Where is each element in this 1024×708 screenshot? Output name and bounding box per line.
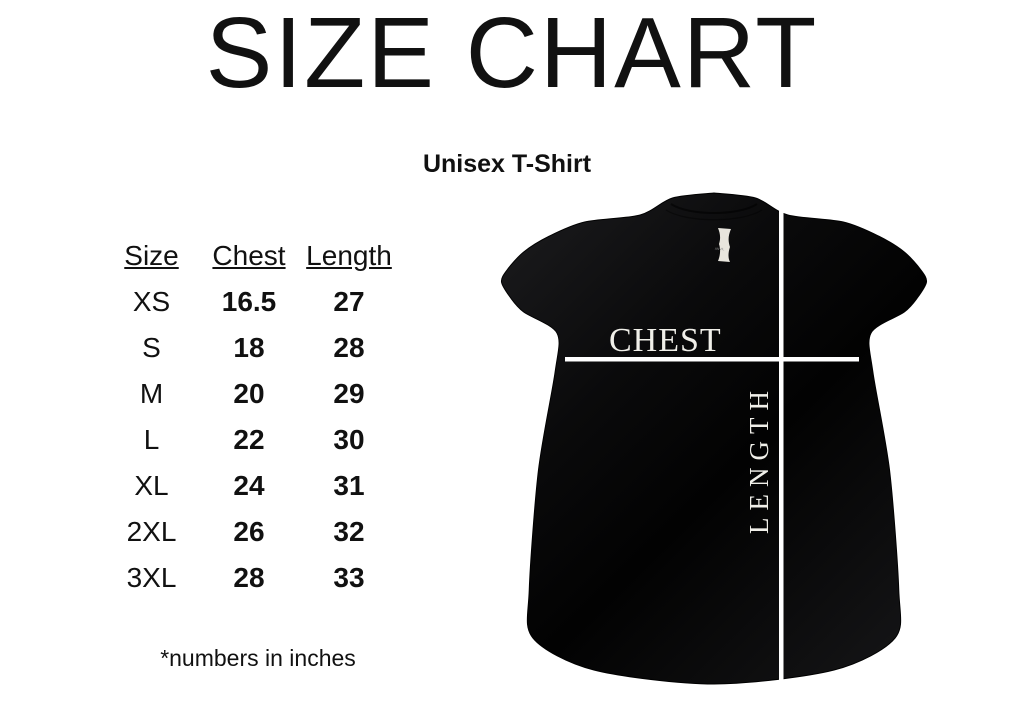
svg-text:LENGTH: LENGTH <box>744 384 774 534</box>
svg-text:ANVIL: ANVIL <box>715 247 725 252</box>
svg-text:CHEST: CHEST <box>609 322 722 359</box>
